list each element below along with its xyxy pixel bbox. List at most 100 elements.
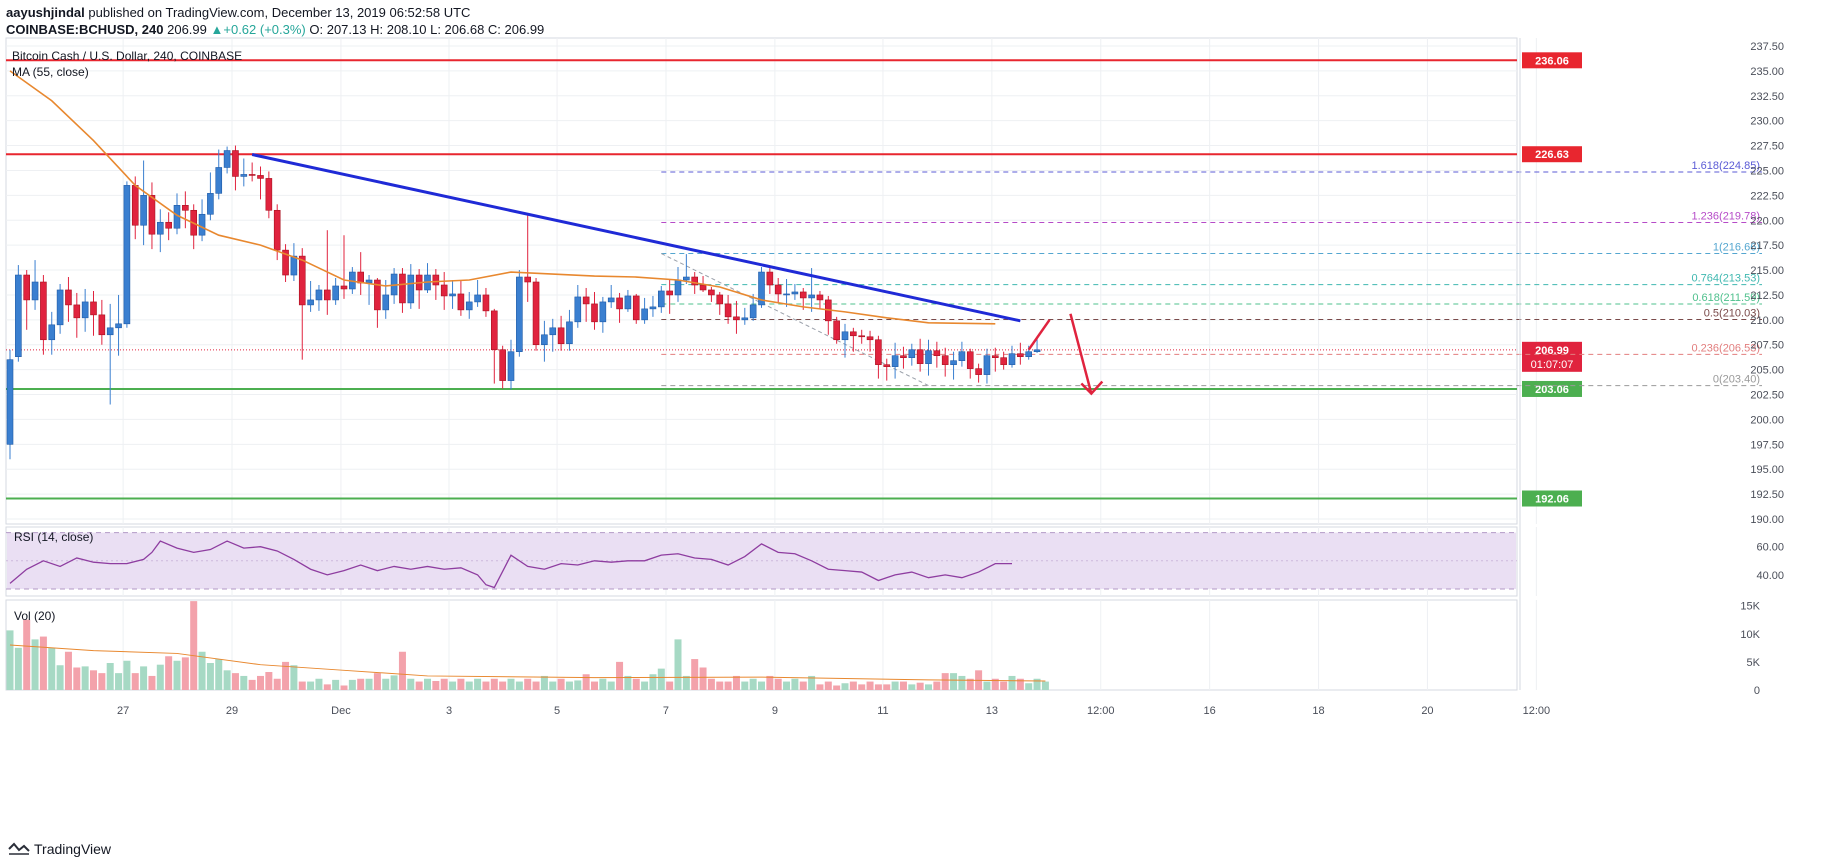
- candle-body: [566, 321, 573, 345]
- volume-bar: [424, 678, 431, 690]
- time-tick-label: 7: [663, 705, 669, 717]
- volume-bar: [415, 681, 423, 690]
- price-tick-label: 222.50: [1750, 190, 1784, 202]
- volume-bar: [808, 675, 816, 690]
- level-tag-label: 236.06: [1535, 55, 1569, 67]
- candle-body: [908, 349, 916, 358]
- volume-bar: [1016, 678, 1024, 690]
- volume-bar: [265, 672, 273, 690]
- chart-header: aayushjindal published on TradingView.co…: [6, 4, 544, 38]
- level-tag: [1522, 146, 1582, 163]
- price-tick-label: 225.00: [1750, 165, 1784, 177]
- candle-body: [833, 320, 840, 341]
- price-tick-label: 202.50: [1750, 390, 1784, 402]
- candle-body: [950, 360, 957, 365]
- candle-body: [323, 289, 331, 301]
- volume-bar: [833, 685, 841, 690]
- volume-bar: [474, 678, 482, 690]
- candle-body: [248, 174, 256, 176]
- candle-body: [307, 299, 314, 306]
- candle-body: [374, 279, 381, 311]
- time-tick-label: Dec: [331, 705, 351, 717]
- time-tick-label: 11: [877, 705, 888, 717]
- volume-bar: [465, 681, 473, 690]
- price-tick-label: 227.50: [1750, 141, 1784, 153]
- candle-body: [232, 150, 239, 177]
- candle-body: [81, 301, 89, 319]
- candle-body: [866, 336, 874, 341]
- volume-bar: [123, 660, 131, 690]
- volume-bar: [64, 651, 72, 690]
- volume-bar: [540, 675, 548, 690]
- fib-level-label: 0.236(206.53): [1692, 342, 1761, 354]
- level-tag-label: 203.06: [1535, 384, 1569, 396]
- volume-bar: [1033, 678, 1041, 690]
- volume-bar: [624, 675, 632, 690]
- candle-body: [983, 355, 991, 375]
- tradingview-logo-icon: [8, 842, 30, 855]
- volume-bar: [607, 681, 615, 690]
- candle-body: [474, 294, 481, 303]
- candle-body: [23, 274, 31, 301]
- candle-body: [582, 296, 590, 305]
- price-tick-label: 205.00: [1750, 365, 1784, 377]
- volume-bar: [649, 674, 657, 690]
- volume-bar: [499, 681, 507, 690]
- price-change: +0.62 (+0.3%): [223, 22, 306, 37]
- volume-bar: [315, 678, 323, 690]
- volume-bar: [758, 681, 765, 690]
- fib-level-label: 0.5(210.03): [1704, 308, 1760, 320]
- time-tick-label: 20: [1421, 705, 1433, 717]
- candle-body: [591, 303, 598, 323]
- volume-bar: [657, 668, 665, 690]
- candle-body: [816, 294, 824, 301]
- volume-bar: [783, 681, 791, 690]
- volume-bar: [215, 659, 223, 690]
- fib-level-label: 1(216.66): [1713, 242, 1760, 254]
- fib-level-label: 0.618(211.59): [1692, 292, 1760, 304]
- volume-bar: [257, 675, 264, 690]
- candle-body: [708, 289, 715, 296]
- candle-body: [975, 368, 982, 375]
- volume-bar: [966, 678, 974, 690]
- candle-body: [858, 335, 866, 338]
- price-tick-label: 207.50: [1750, 340, 1784, 352]
- volume-bar: [507, 678, 515, 690]
- candle-body: [1000, 357, 1007, 365]
- price-tick-label: 195.00: [1750, 464, 1784, 476]
- volume-bar: [131, 673, 139, 690]
- volume-tick-label: 15K: [1740, 601, 1760, 613]
- rsi-indicator-label: RSI (14, close): [14, 530, 93, 544]
- volume-bar: [883, 684, 891, 690]
- author-name[interactable]: aayushjindal: [6, 5, 85, 20]
- volume-bar: [106, 663, 114, 690]
- candle-body: [624, 295, 632, 310]
- time-axis: 27 29 Dec 3 5 7 9 11 13 12:00 16 18 20 12:00: [117, 705, 1550, 717]
- candle-body: [1033, 349, 1041, 353]
- tradingview-brand[interactable]: TradingView: [8, 841, 111, 857]
- candle-body: [73, 304, 81, 319]
- volume-ma-line: [9, 644, 1046, 682]
- volume-bar: [774, 678, 782, 690]
- brand-name: TradingView: [34, 841, 112, 857]
- volume-bar: [925, 684, 932, 690]
- volume-bar: [908, 684, 916, 690]
- volume-bar: [273, 678, 281, 690]
- time-tick-label: 16: [1204, 705, 1216, 717]
- candle-body: [265, 178, 273, 211]
- volume-bar: [632, 678, 640, 690]
- volume-bar: [574, 680, 582, 690]
- volume-bar: [31, 639, 39, 690]
- candle-body: [850, 331, 857, 337]
- volume-bar: [950, 673, 958, 690]
- price-tick-label: 192.50: [1750, 489, 1784, 501]
- candle-body: [340, 285, 348, 290]
- candle-body: [56, 289, 64, 326]
- volume-bar: [616, 661, 624, 690]
- volume-bar: [532, 681, 540, 690]
- candle-body: [240, 174, 248, 177]
- candle-body: [15, 274, 22, 357]
- candle-body: [841, 331, 849, 341]
- fib-level-label: 1.618(224.85): [1692, 160, 1761, 172]
